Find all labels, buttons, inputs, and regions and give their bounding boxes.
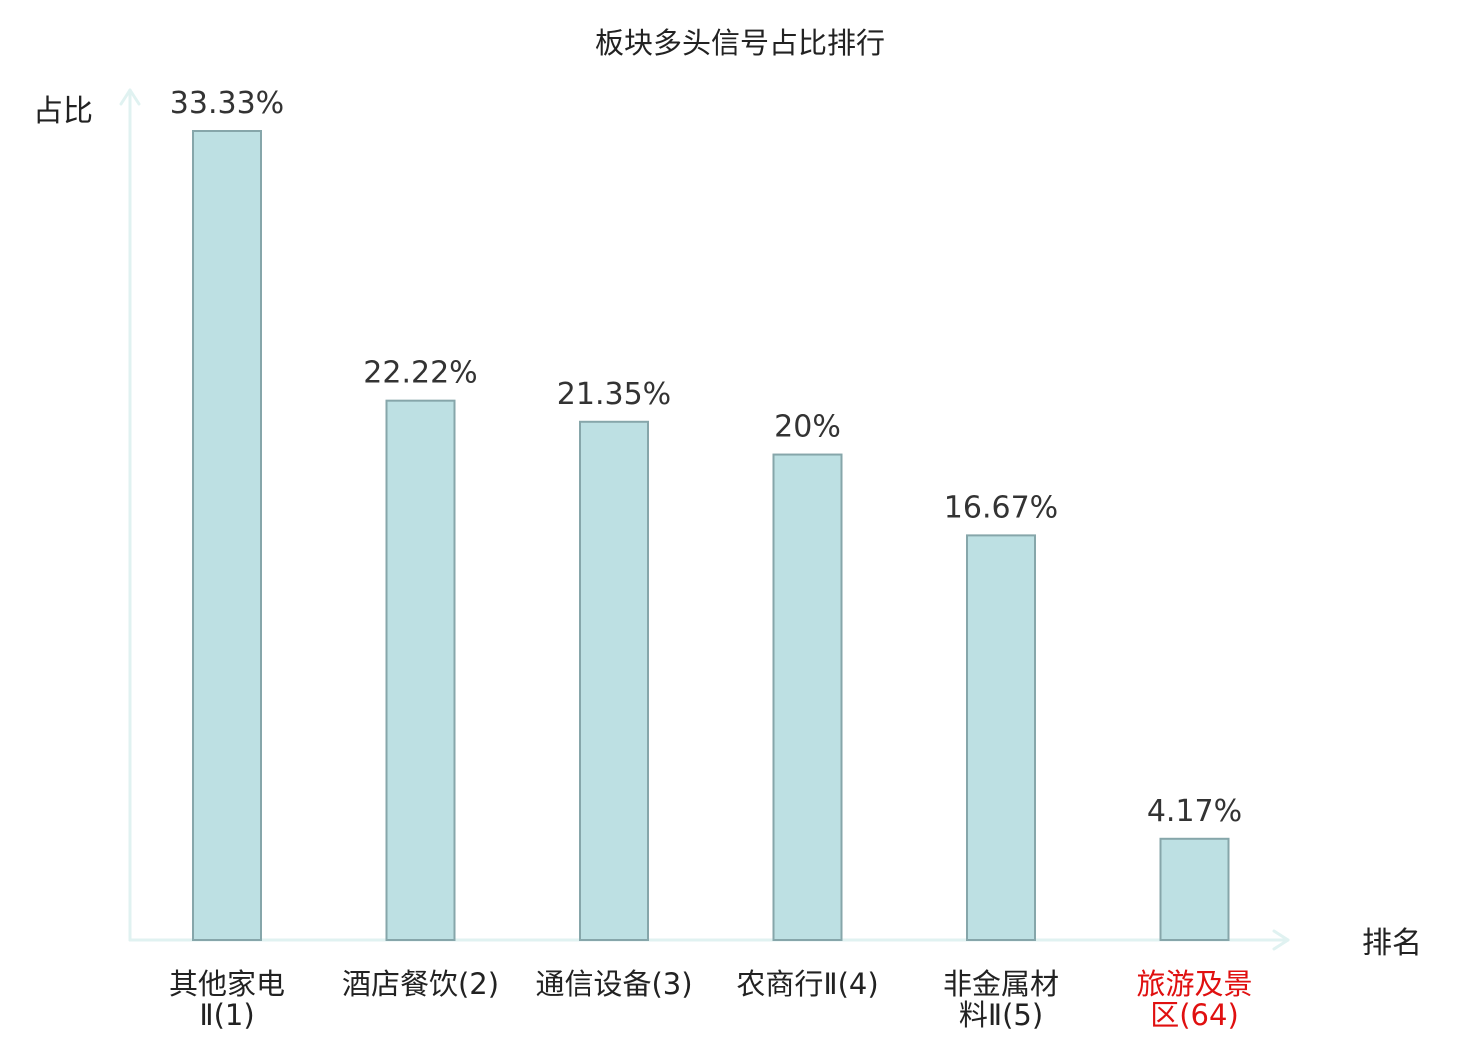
bar <box>1159 837 1230 942</box>
x-tick-label: 通信设备(3) <box>535 967 692 1001</box>
x-tick-label: 农商行Ⅱ(4) <box>736 967 878 1001</box>
axes <box>119 88 1290 951</box>
y-axis-label: 占比 <box>33 94 93 129</box>
bar-value-label: 16.67% <box>944 490 1058 525</box>
x-tick-label: 其他家电 <box>169 967 285 1001</box>
x-tick-label: 旅游及景 <box>1136 967 1252 1001</box>
chart-title: 板块多头信号占比排行 <box>595 26 885 60</box>
bar-value-label: 20% <box>774 410 841 445</box>
bar <box>966 534 1036 942</box>
x-tick-label: 料Ⅱ(5) <box>959 998 1043 1032</box>
x-axis-label: 排名 <box>1362 926 1422 961</box>
bar <box>579 420 649 941</box>
bar-value-label: 33.33% <box>170 86 284 121</box>
bar <box>772 453 843 941</box>
x-tick-label: 酒店餐饮(2) <box>342 967 499 1001</box>
x-tick-label: 区(64) <box>1150 998 1239 1032</box>
y-axis-arrow <box>119 88 141 106</box>
x-tick-label: 非金属材 <box>943 967 1059 1001</box>
x-tick-label: Ⅱ(1) <box>199 998 254 1032</box>
bar-value-label: 22.22% <box>363 356 477 391</box>
bar-value-label: 4.17% <box>1147 794 1242 829</box>
bars-group <box>192 130 1230 942</box>
x-axis-arrow <box>1272 929 1290 951</box>
bar <box>385 399 456 941</box>
value-labels-group: 33.33% 22.22% 21.35% 20% 16.67% 4.17% <box>170 86 1242 829</box>
bar-value-label: 21.35% <box>557 377 671 412</box>
bar <box>192 130 262 941</box>
